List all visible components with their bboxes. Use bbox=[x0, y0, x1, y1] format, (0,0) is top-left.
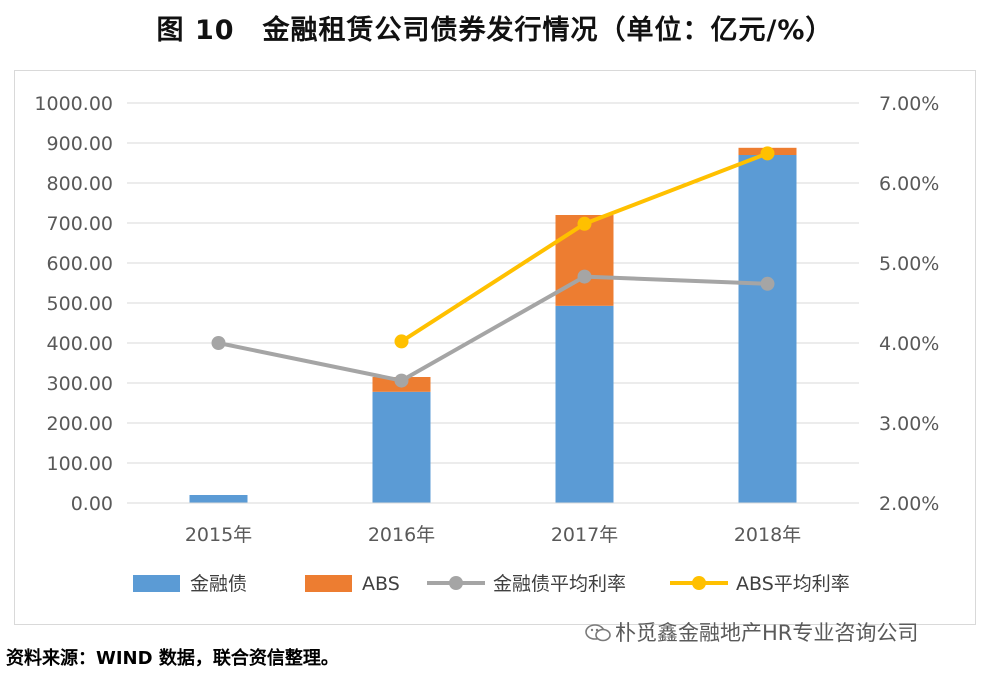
legend-label: 金融债平均利率 bbox=[493, 573, 626, 595]
source-note: 资料来源：WIND 数据，联合资信整理。 bbox=[6, 648, 339, 669]
legend-swatch bbox=[133, 575, 180, 592]
x-tick-label: 2018年 bbox=[734, 524, 801, 546]
legend-swatch bbox=[305, 575, 352, 592]
y-right-tick-label: 7.00% bbox=[879, 93, 939, 115]
y-left-tick-label: 200.00 bbox=[47, 413, 113, 435]
bar-bond bbox=[189, 495, 248, 503]
y-left-tick-label: 700.00 bbox=[47, 213, 113, 235]
line-bond-rate bbox=[218, 274, 768, 383]
legend-marker bbox=[449, 576, 463, 590]
wechat-icon bbox=[585, 624, 611, 642]
y-right-tick-label: 4.00% bbox=[879, 333, 939, 355]
point-abs-rate bbox=[760, 146, 775, 161]
y-right-tick-label: 2.00% bbox=[879, 493, 939, 515]
point-bond-rate bbox=[394, 373, 409, 388]
watermark-text: 朴觅鑫金融地产HR专业咨询公司 bbox=[615, 621, 919, 645]
x-tick-label: 2015年 bbox=[185, 524, 252, 546]
y-axis-left: 0.00 100.00 200.00 300.00 400.00 500.00 600.00… bbox=[34, 93, 113, 515]
chart-canvas: 0.00 100.00 200.00 300.00 400.00 500.00 600.00… bbox=[34, 93, 939, 595]
y-left-tick-label: 900.00 bbox=[47, 133, 113, 155]
y-left-tick-label: 800.00 bbox=[47, 173, 113, 195]
y-left-tick-label: 100.00 bbox=[47, 453, 113, 475]
bar-bond bbox=[555, 305, 614, 503]
legend: 金融债 ABS 金融债平均利率 ABS平均利率 bbox=[133, 573, 850, 595]
y-right-tick-label: 3.00% bbox=[879, 413, 939, 435]
point-bond-rate bbox=[211, 336, 226, 350]
point-bond-rate bbox=[577, 269, 592, 284]
gridlines bbox=[127, 102, 859, 464]
legend-label: 金融债 bbox=[190, 573, 247, 595]
x-tick-label: 2016年 bbox=[368, 524, 435, 546]
chart-title: 图 10 金融租赁公司债券发行情况（单位：亿元/%） bbox=[156, 15, 834, 46]
legend-label: ABS bbox=[362, 573, 400, 595]
y-left-tick-label: 1000.00 bbox=[34, 93, 113, 115]
y-right-tick-label: 6.00% bbox=[879, 173, 939, 195]
bars bbox=[189, 147, 797, 503]
bar-bond bbox=[738, 155, 797, 503]
y-left-tick-label: 300.00 bbox=[47, 373, 113, 395]
point-abs-rate bbox=[394, 334, 409, 349]
y-left-tick-label: 0.00 bbox=[71, 493, 113, 515]
y-right-tick-label: 5.00% bbox=[879, 253, 939, 275]
point-bond-rate bbox=[760, 276, 775, 291]
y-left-tick-label: 600.00 bbox=[47, 253, 113, 275]
x-tick-label: 2017年 bbox=[551, 524, 618, 546]
legend-label: ABS平均利率 bbox=[736, 573, 850, 595]
y-axis-right: 2.00% 3.00% 4.00% 5.00% 6.00% 7.00% bbox=[879, 93, 939, 515]
rate-lines bbox=[211, 146, 775, 388]
chart-frame: 0.00 100.00 200.00 300.00 400.00 500.00 600.00… bbox=[14, 70, 976, 625]
bar-bond bbox=[372, 391, 431, 503]
watermark: 朴觅鑫金融地产HR专业咨询公司 bbox=[585, 617, 918, 647]
legend-marker bbox=[692, 576, 706, 590]
x-axis-labels: 2015年 2016年 2017年 2018年 bbox=[185, 524, 801, 546]
y-left-tick-label: 500.00 bbox=[47, 293, 113, 315]
y-left-tick-label: 400.00 bbox=[47, 333, 113, 355]
point-abs-rate bbox=[577, 216, 592, 231]
